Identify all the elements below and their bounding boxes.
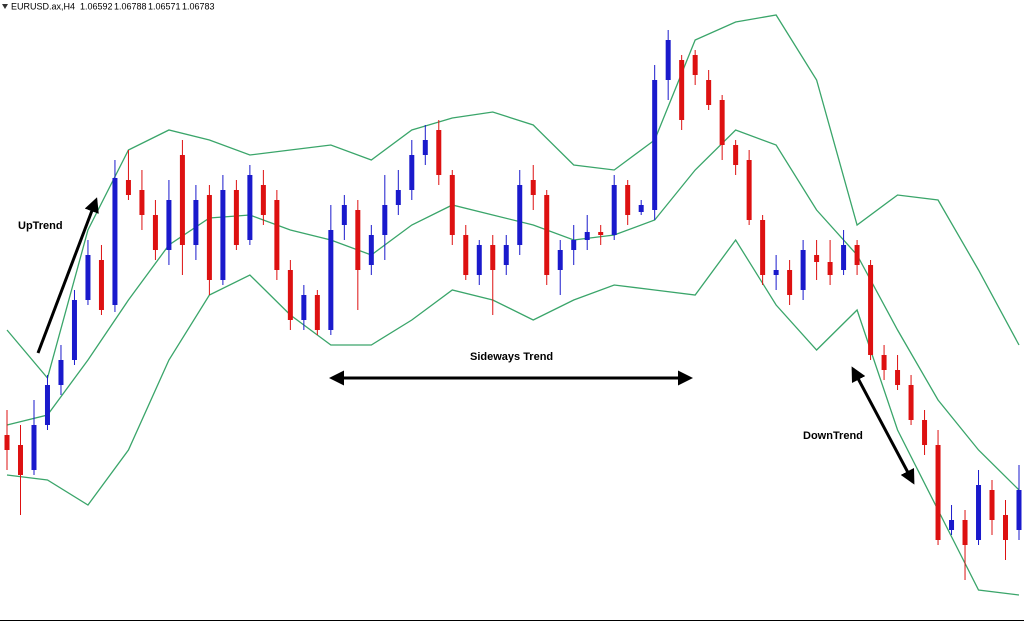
candle-body [665,40,671,80]
candle-body [314,295,320,330]
candle-body [463,235,469,275]
candle-body [490,245,496,270]
candle-body [98,260,104,310]
annotation: Sideways Trend [470,351,553,363]
candle-body [692,55,698,75]
menu-icon [2,4,8,9]
candle-body [449,175,455,235]
candle-body [44,385,50,425]
symbol: EURUSD.ax,H4 [11,1,75,11]
candle-body [922,420,928,445]
candle-body [908,385,914,420]
candle-body [139,190,145,215]
candle-body [368,235,374,265]
low-price: 1.06571 [148,1,181,11]
candle-body [733,145,739,165]
candle-body [895,370,901,385]
candle-body [4,435,10,450]
bollinger-band [6,129,1020,491]
candle-body [787,270,793,295]
annotation: DownTrend [803,430,863,442]
candle-body [517,185,523,245]
candle-body [625,185,631,215]
candle-body [260,185,266,215]
candle-body [760,220,766,275]
candle-body [584,232,590,240]
candle-body [382,205,388,235]
candle-body [557,250,563,270]
candle-body [355,210,361,270]
candle-body [962,520,968,545]
candle-body [341,205,347,225]
candle-body [17,445,23,475]
candle-body [638,205,644,212]
candle-body [976,485,982,540]
candle-body [800,250,806,290]
candle-body [125,180,131,195]
candle-body [841,245,847,270]
candle-body [193,200,199,245]
candle-body [31,425,37,470]
bollinger-band [6,238,1020,596]
high-price: 1.06788 [114,1,147,11]
candle-body [206,195,212,280]
candles [4,30,1022,580]
arrow [851,366,915,485]
candle-body [719,100,725,145]
candle-body [989,490,995,520]
candle-body [881,355,887,370]
candle-body [652,80,658,210]
candle-body [274,200,280,270]
candle-body [746,160,752,220]
candle-body [58,360,64,385]
candle-body [476,245,482,275]
candle-body [706,80,712,105]
candle-body [112,178,118,305]
candle-body [503,245,509,265]
candle-body [71,300,77,360]
candle-body [85,255,91,300]
arrow [36,197,99,354]
candle-body [287,270,293,320]
candle-body [773,270,779,275]
close-price: 1.06783 [182,1,215,11]
candle-body [571,240,577,250]
candle-body [949,520,955,530]
candle-body [422,140,428,155]
candle-body [395,190,401,205]
candle-body [179,155,185,245]
candle-body [827,262,833,275]
candle-body [166,200,172,250]
candle-body [233,190,239,245]
candle-body [544,195,550,275]
candle-body [868,265,874,355]
open-price: 1.06592 [80,1,113,11]
candle-body [854,245,860,265]
candle-body [1003,515,1009,540]
candle-body [611,185,617,235]
candle-body [1016,490,1022,530]
candle-body [679,60,685,120]
candle-body [814,255,820,262]
candle-body [247,175,253,240]
candle-body [530,180,536,195]
candle-body [436,130,442,175]
candle-body [935,445,941,540]
bands [6,14,1020,596]
candle-body [409,155,415,190]
annotation: UpTrend [18,220,63,232]
candle-body [152,215,158,250]
candle-body [220,190,226,280]
candle-body [598,232,604,235]
candle-body [301,295,307,320]
candle-body [328,230,334,330]
bollinger-band [6,14,1020,380]
